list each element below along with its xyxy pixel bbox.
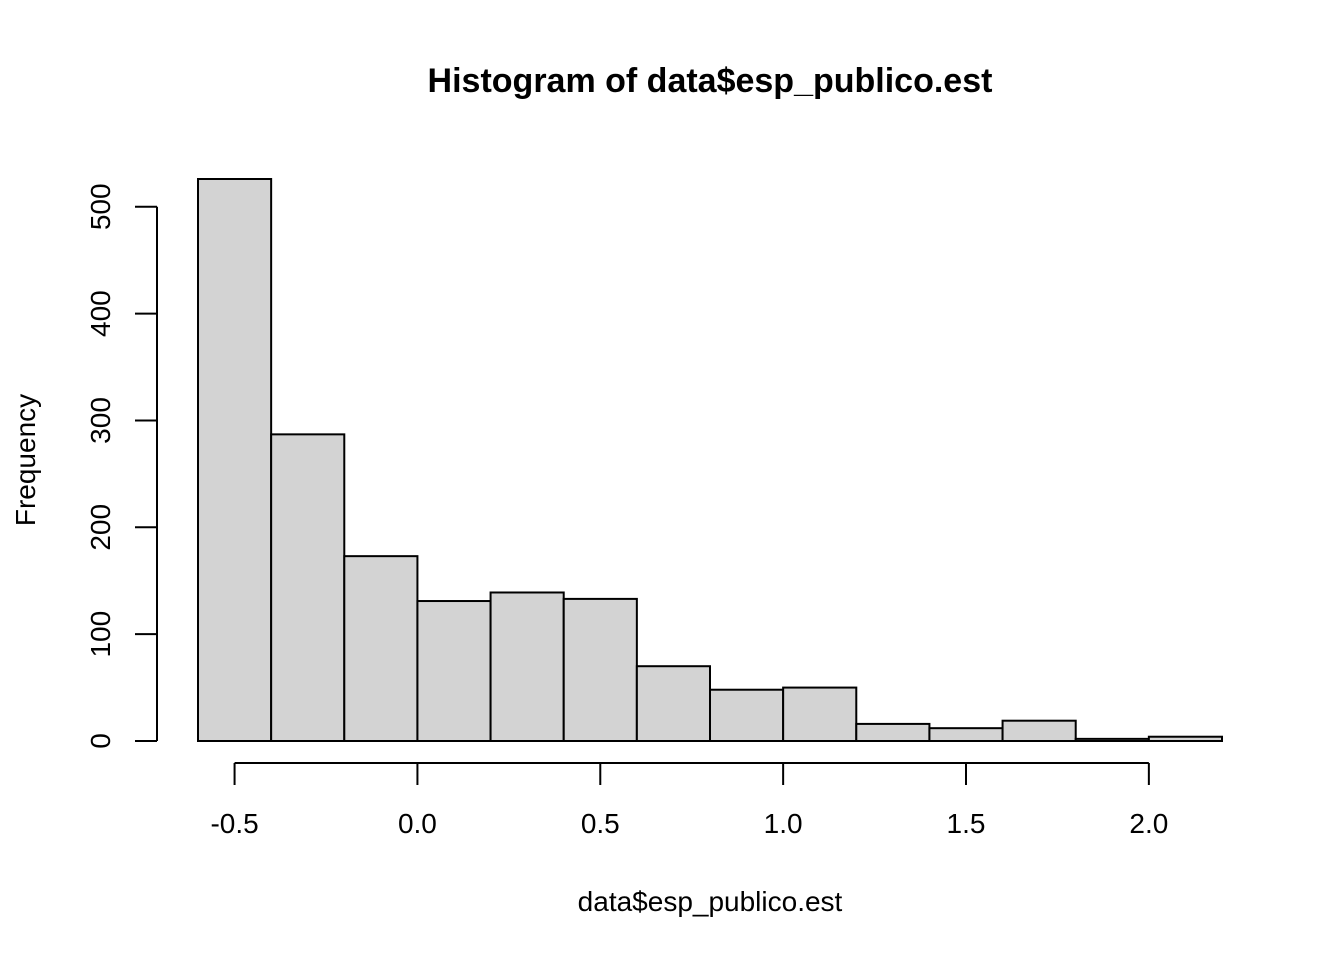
y-tick-label: 400 — [85, 290, 116, 337]
y-tick-label: 200 — [85, 504, 116, 551]
x-axis: -0.5 0.0 0.5 1.0 1.5 2.0 — [210, 762, 1168, 839]
histogram-bar — [562, 597, 638, 742]
histogram-bar — [416, 600, 492, 743]
y-tick-label: 500 — [85, 183, 116, 230]
x-tick-label: -0.5 — [210, 808, 258, 839]
y-axis-label: Frequency — [10, 394, 41, 526]
y-tick-label: 0 — [85, 733, 116, 749]
histogram-bar — [343, 555, 419, 742]
x-axis-label: data$esp_publico.est — [578, 886, 843, 917]
histogram-bar — [197, 178, 273, 742]
x-tick-label: 2.0 — [1129, 808, 1168, 839]
histogram-bar — [855, 722, 931, 743]
x-tick-label: 0.0 — [398, 808, 437, 839]
histogram-bar — [709, 688, 785, 743]
chart-title: Histogram of data$esp_publico.est — [428, 62, 993, 100]
histogram-bar — [928, 727, 1004, 743]
x-tick-label: 1.5 — [947, 808, 986, 839]
histogram-bar — [1001, 719, 1077, 743]
histogram-bar — [270, 433, 346, 742]
histogram-bar — [782, 686, 858, 742]
x-tick-label: 0.5 — [581, 808, 620, 839]
histogram-bar — [1147, 735, 1224, 743]
histogram-bar — [489, 591, 565, 742]
histogram-bars — [197, 178, 1224, 743]
y-tick-label: 100 — [85, 611, 116, 658]
histogram-bar — [635, 665, 711, 742]
histogram-bar — [1074, 737, 1150, 742]
y-tick-label: 300 — [85, 397, 116, 444]
x-tick-label: 1.0 — [764, 808, 803, 839]
y-axis: 0 100 200 300 400 500 — [85, 183, 158, 749]
